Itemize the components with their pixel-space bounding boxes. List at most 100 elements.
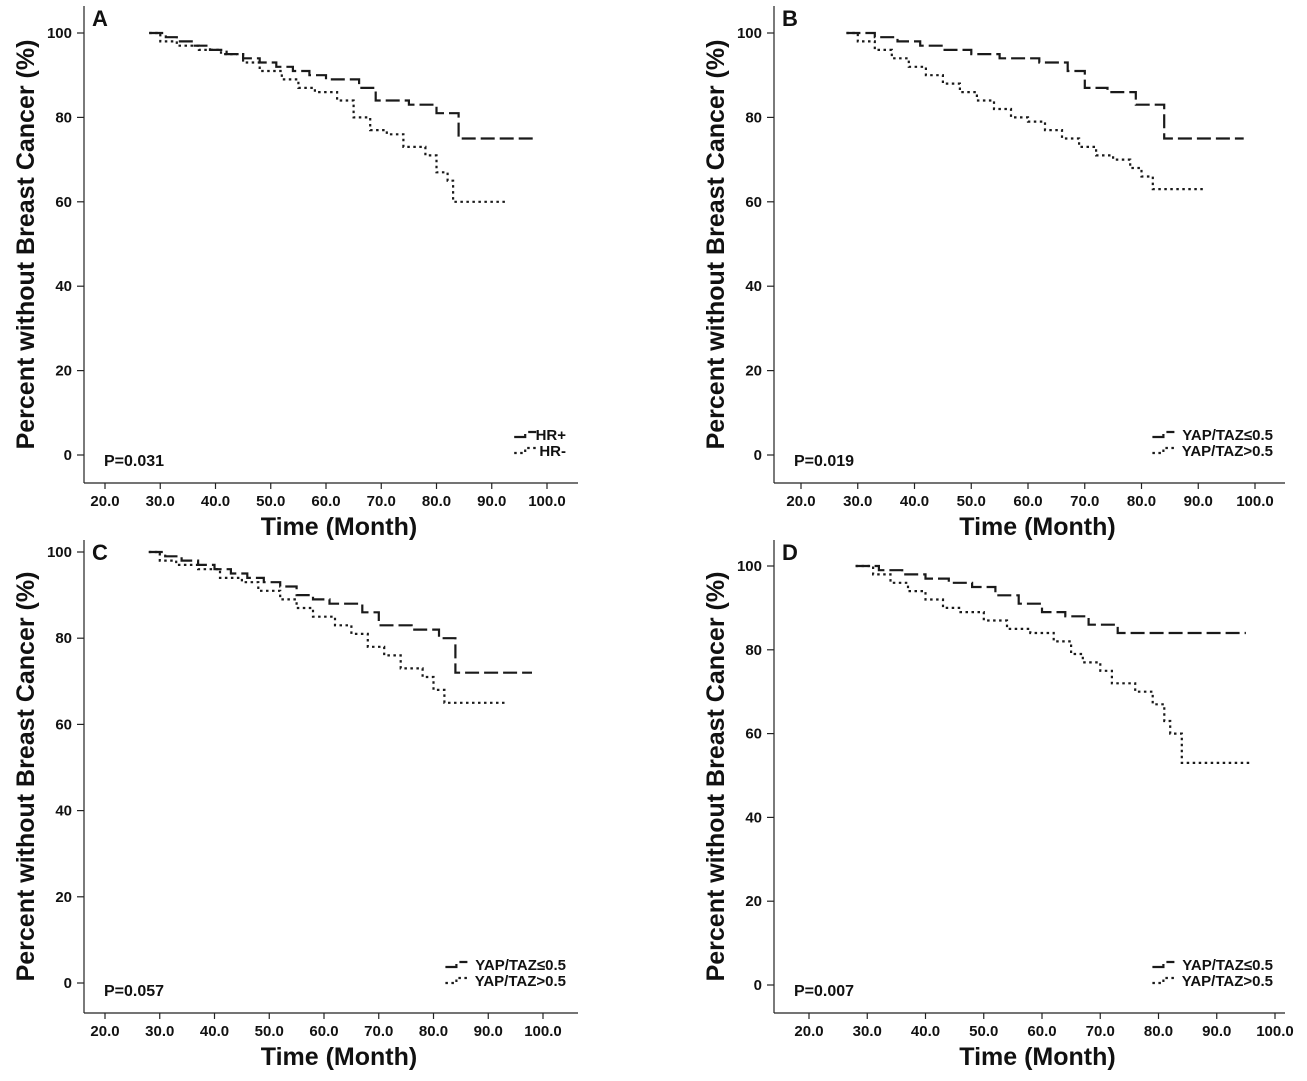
panel-letter: A bbox=[92, 6, 108, 31]
km-curve-dashed bbox=[855, 564, 1246, 635]
panel-b: 0 20 40 60 80 100 20.0 30.0 40.0 50.0 60.0 70.0 80.0… bbox=[702, 6, 1285, 541]
legend-label: YAP/TAZ>0.5 bbox=[475, 973, 566, 990]
y-tick-label: 0 bbox=[754, 977, 762, 994]
km-curve-dashed bbox=[148, 550, 532, 674]
legend-symbol-dashed bbox=[445, 960, 468, 969]
y-tick-label: 80 bbox=[55, 109, 72, 126]
y-tick-label: 60 bbox=[745, 194, 762, 211]
x-tick-label: 40.0 bbox=[900, 493, 929, 510]
y-tick-label: 60 bbox=[55, 194, 72, 211]
x-tick-label: 100.0 bbox=[528, 493, 566, 510]
y-tick-label: 40 bbox=[55, 803, 72, 820]
legend-symbol-dashed bbox=[1152, 430, 1175, 439]
x-tick-label: 70.0 bbox=[367, 493, 396, 510]
y-tick-label: 80 bbox=[745, 109, 762, 126]
p-value-label: P=0.007 bbox=[794, 983, 854, 1000]
x-axis-title: Time (Month) bbox=[959, 513, 1115, 541]
y-tick-label: 20 bbox=[745, 363, 762, 380]
x-tick-label: 50.0 bbox=[256, 493, 285, 510]
x-tick-label: 20.0 bbox=[90, 493, 119, 510]
x-tick-label: 50.0 bbox=[957, 493, 986, 510]
km-curve-dotted bbox=[855, 564, 1252, 764]
y-axis-title: Percent without Breast Cancer (%) bbox=[702, 572, 730, 982]
x-tick-label: 90.0 bbox=[1184, 493, 1213, 510]
legend-label: YAP/TAZ≤0.5 bbox=[1182, 427, 1273, 444]
x-tick-label: 70.0 bbox=[364, 1023, 393, 1040]
y-tick-label: 60 bbox=[745, 726, 762, 743]
x-tick-label: 70.0 bbox=[1086, 1023, 1115, 1040]
x-tick-label: 80.0 bbox=[422, 493, 451, 510]
y-tick-label: 20 bbox=[745, 893, 762, 910]
x-tick-label: 90.0 bbox=[474, 1023, 503, 1040]
x-tick-label: 30.0 bbox=[853, 1023, 882, 1040]
x-tick-label: 50.0 bbox=[969, 1023, 998, 1040]
legend-label: YAP/TAZ>0.5 bbox=[1182, 443, 1273, 460]
x-axis-title: Time (Month) bbox=[261, 1043, 417, 1071]
legend-label: HR- bbox=[539, 443, 566, 460]
km-curve-dotted bbox=[149, 31, 509, 203]
legend-symbol-dotted bbox=[1152, 976, 1175, 985]
x-tick-label: 100.0 bbox=[1256, 1023, 1294, 1040]
y-tick-label: 100 bbox=[737, 25, 762, 42]
y-tick-label: 0 bbox=[754, 447, 762, 464]
x-tick-label: 60.0 bbox=[311, 493, 340, 510]
x-tick-label: 40.0 bbox=[201, 493, 230, 510]
y-tick-label: 60 bbox=[55, 716, 72, 733]
panel-d: 0 20 40 60 80 100 20.0 30.0 40.0 50.0 60.0 70.0 80.0… bbox=[702, 540, 1294, 1071]
x-tick-label: 20.0 bbox=[786, 493, 815, 510]
y-tick-label: 0 bbox=[64, 447, 72, 464]
legend-symbol-dotted bbox=[514, 446, 537, 455]
x-tick-label: 90.0 bbox=[1202, 1023, 1231, 1040]
x-tick-label: 90.0 bbox=[477, 493, 506, 510]
legend-label: YAP/TAZ≤0.5 bbox=[475, 957, 566, 974]
y-tick-label: 100 bbox=[47, 25, 72, 42]
x-tick-label: 60.0 bbox=[1013, 493, 1042, 510]
km-curve-dashed bbox=[846, 31, 1244, 140]
y-axis-title: Percent without Breast Cancer (%) bbox=[12, 40, 40, 450]
x-tick-label: 30.0 bbox=[145, 1023, 174, 1040]
x-tick-label: 30.0 bbox=[146, 493, 175, 510]
p-value-label: P=0.019 bbox=[794, 453, 854, 470]
panel-letter: B bbox=[782, 6, 798, 31]
y-axis-title: Percent without Breast Cancer (%) bbox=[702, 40, 730, 450]
x-tick-label: 80.0 bbox=[1127, 493, 1156, 510]
legend-symbol-dotted bbox=[445, 976, 468, 985]
km-curve-dotted bbox=[846, 31, 1204, 191]
legend-label: YAP/TAZ≤0.5 bbox=[1182, 957, 1273, 974]
y-tick-label: 0 bbox=[64, 975, 72, 992]
x-axis-title: Time (Month) bbox=[261, 513, 417, 541]
x-tick-label: 20.0 bbox=[794, 1023, 823, 1040]
y-tick-label: 40 bbox=[745, 278, 762, 295]
legend-symbol-dotted bbox=[1152, 446, 1175, 455]
legend-symbol-dashed bbox=[1152, 960, 1175, 969]
p-value-label: P=0.057 bbox=[104, 983, 164, 1000]
x-tick-label: 30.0 bbox=[843, 493, 872, 510]
y-tick-label: 100 bbox=[737, 558, 762, 575]
y-tick-label: 100 bbox=[47, 544, 72, 561]
y-axis-title: Percent without Breast Cancer (%) bbox=[12, 572, 40, 982]
panel-c: 0 20 40 60 80 100 20.0 30.0 40.0 50.0 60.0 70.0 80.0… bbox=[12, 540, 578, 1071]
x-tick-label: 100.0 bbox=[524, 1023, 562, 1040]
x-tick-label: 100.0 bbox=[1236, 493, 1274, 510]
legend-label: YAP/TAZ>0.5 bbox=[1182, 973, 1273, 990]
y-tick-label: 20 bbox=[55, 363, 72, 380]
p-value-label: P=0.031 bbox=[104, 453, 164, 470]
x-tick-label: 40.0 bbox=[911, 1023, 940, 1040]
x-tick-label: 80.0 bbox=[419, 1023, 448, 1040]
y-tick-label: 40 bbox=[745, 809, 762, 826]
panel-letter: C bbox=[92, 540, 108, 565]
legend-symbol-dashed bbox=[514, 430, 537, 439]
x-tick-label: 70.0 bbox=[1070, 493, 1099, 510]
x-axis-title: Time (Month) bbox=[959, 1043, 1115, 1071]
panel-a: 0 20 40 60 80 100 20.0 30.0 40.0 50.0 60.0 70.0 80.0… bbox=[12, 6, 578, 541]
km-curve-dotted bbox=[148, 550, 505, 704]
y-tick-label: 20 bbox=[55, 889, 72, 906]
x-tick-label: 60.0 bbox=[309, 1023, 338, 1040]
x-tick-label: 80.0 bbox=[1144, 1023, 1173, 1040]
x-tick-label: 40.0 bbox=[200, 1023, 229, 1040]
x-tick-label: 60.0 bbox=[1027, 1023, 1056, 1040]
km-curve-dashed bbox=[149, 31, 536, 140]
panel-letter: D bbox=[782, 540, 798, 565]
